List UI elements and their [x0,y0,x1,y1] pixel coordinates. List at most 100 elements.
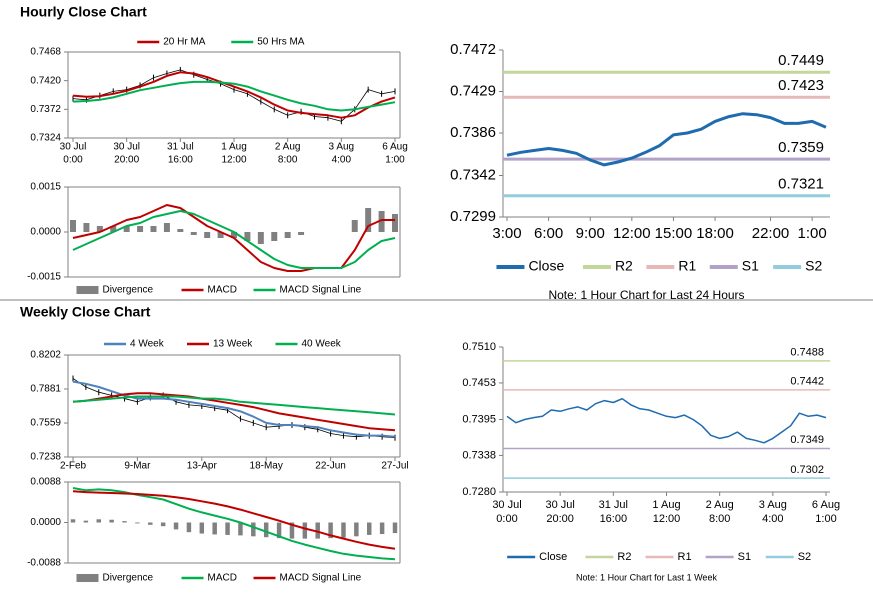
bar [186,522,192,533]
x-tick-label: 9-Mar [124,461,151,472]
bar [163,223,170,232]
series-line [506,397,827,444]
legend-label: 50 Hrs MA [257,37,305,48]
bar [302,522,308,539]
y-tick-label: 0.7881 [30,384,61,395]
legend-label: R2 [617,551,631,563]
y-tick-label: 0.7559 [30,418,61,429]
legend-label: R2 [615,258,633,274]
bar [150,226,157,232]
legend-label: 13 Week [213,339,253,350]
level-label: 0.7302 [790,464,824,476]
legend-label: MACD Signal Line [280,573,362,584]
y-tick-label: 0.0000 [30,517,61,528]
legend-label: R1 [678,258,696,274]
legend-label: MACD Signal Line [280,285,362,296]
x-tick-label: 3:00 [492,225,521,242]
bar [160,522,166,527]
bar [284,232,291,238]
y-tick-label: 0.7453 [462,377,496,389]
bar [298,232,305,235]
level-label: 0.7442 [790,376,824,388]
bar [351,220,358,232]
level-label: 0.7423 [778,77,824,94]
chart-note: Note: 1 Hour Chart for Last 24 Hours [548,288,744,302]
bar [110,226,117,232]
y-tick-label: 0.0000 [30,227,61,238]
x-tick-label: 13-Apr [187,461,218,472]
x-tick-label: 12:00 [221,155,246,166]
series-line [72,392,396,432]
bar [257,232,264,244]
x-tick-label: 20:00 [114,155,139,166]
bar [251,522,256,537]
legend-swatch [76,286,99,294]
legend-label: MACD [208,573,237,584]
bar [231,232,237,238]
x-tick-label: 1 Aug [221,142,247,153]
bar [315,522,320,539]
series-line [72,71,396,119]
bar [177,229,184,232]
x-tick-label: 6 Aug [812,499,840,511]
x-tick-label: 30 Jul [545,499,574,511]
bar [83,520,89,523]
y-tick-label: 0.7420 [30,75,61,86]
bar [70,220,76,232]
x-tick-label: 2 Aug [706,499,734,511]
legend-label: S2 [805,258,822,274]
bar [83,223,90,232]
x-tick-label: 22-Jun [315,461,346,472]
legend-label: 4 Week [130,339,165,350]
y-tick-label: 0.8202 [30,350,61,361]
bar [204,232,211,238]
y-tick-label: 0.7468 [30,47,61,58]
y-tick-label: 0.7338 [462,449,496,461]
bar [135,522,140,524]
x-tick-label: 30 Jul [492,499,521,511]
bar [354,522,359,537]
bar [378,211,385,232]
x-tick-label: 8:00 [278,155,298,166]
y-tick-label: 0.7238 [30,452,61,463]
legend-label: 20 Hr MA [163,37,206,48]
bar [173,522,179,530]
bar [225,522,230,535]
x-tick-label: 27-Jul [381,461,408,472]
bar [190,232,197,235]
bar [123,226,130,232]
y-tick-label: 0.7395 [462,413,496,425]
bar [367,522,372,535]
legend-label: Close [528,258,564,274]
x-tick-label: 1:00 [798,225,827,242]
bar [217,232,224,238]
x-tick-label: 31 Jul [599,499,628,511]
bar [328,522,333,539]
bar [276,522,282,539]
level-label: 0.7488 [790,347,824,359]
legend-label: Close [539,551,567,563]
section-title: Hourly Close Chart [20,4,147,20]
x-tick-label: 30 Jul [113,142,140,153]
x-tick-label: 18-May [250,461,283,472]
legend-swatch [76,574,99,582]
x-tick-label: 18:00 [696,225,734,242]
bar [379,522,385,535]
level-label: 0.7321 [778,175,824,192]
bar [271,232,278,241]
x-tick-label: 1 Aug [652,499,680,511]
legend-label: Divergence [103,285,154,296]
x-tick-label: 1:00 [385,155,405,166]
x-tick-label: 6 Aug [382,142,408,153]
level-label: 0.7449 [778,52,824,69]
series-line [72,395,396,416]
legend-label: R1 [678,551,692,563]
section-title: Weekly Close Chart [20,304,151,320]
bar [263,522,269,538]
series-line [72,487,396,561]
y-tick-label: 0.7372 [30,104,61,115]
y-tick-label: 0.7342 [450,166,496,183]
x-tick-label: 0:00 [496,513,517,525]
series-line [72,490,396,550]
